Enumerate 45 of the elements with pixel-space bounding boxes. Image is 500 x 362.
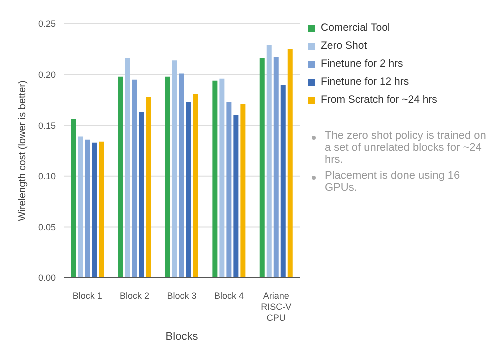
bar xyxy=(139,112,144,278)
bar xyxy=(85,140,90,278)
bar xyxy=(172,60,178,278)
x-tick-label: Block 1 xyxy=(72,291,102,301)
bar xyxy=(288,49,293,278)
bar xyxy=(132,80,138,278)
x-tick-label: Block 3 xyxy=(167,291,197,301)
bar xyxy=(186,102,192,278)
bar xyxy=(240,104,246,278)
bar xyxy=(71,120,76,278)
text: Placement is done using 16 GPUs. xyxy=(325,170,462,194)
bar xyxy=(179,74,184,278)
bar xyxy=(266,45,272,278)
bar xyxy=(193,94,198,278)
y-tick-label: 0.00 xyxy=(38,273,56,284)
x-axis-title: Blocks xyxy=(166,331,199,343)
bar xyxy=(78,136,84,278)
y-axis-title: Wirelength cost (lower is better) xyxy=(18,80,29,222)
legend-label: From Scratch for ~24 hrs xyxy=(321,94,438,106)
bar xyxy=(220,78,225,278)
bar xyxy=(226,102,232,278)
legend-label: Zero Shot xyxy=(321,40,368,52)
bar xyxy=(234,115,239,278)
x-tick-label: Block 2 xyxy=(120,291,150,301)
bar xyxy=(280,84,286,278)
text: The zero shot policy is trained on a set of unrelated blocks for ~24 hrs. xyxy=(325,130,488,166)
legend-label: Finetune for 12 hrs xyxy=(321,76,410,88)
bar xyxy=(260,58,265,278)
legend-label: Finetune for 2 hrs xyxy=(321,58,404,70)
legend-label: Comercial Tool xyxy=(321,22,390,34)
bar xyxy=(165,76,170,278)
bar xyxy=(146,97,152,278)
y-tick-label: 0.20 xyxy=(38,70,56,80)
bar xyxy=(274,58,279,278)
y-tick-label: 0.25 xyxy=(38,19,56,30)
bar xyxy=(212,80,218,278)
bar xyxy=(92,142,98,278)
bar xyxy=(118,76,124,278)
x-tick-label: Block 4 xyxy=(214,291,244,301)
bar xyxy=(99,142,104,278)
y-tick-label: 0.15 xyxy=(38,120,56,131)
x-tick-label: Ariane RISC-V CPU xyxy=(261,291,292,323)
y-tick-label: 0.05 xyxy=(38,222,56,232)
y-tick-label: 0.10 xyxy=(38,172,56,182)
bar xyxy=(125,58,130,278)
